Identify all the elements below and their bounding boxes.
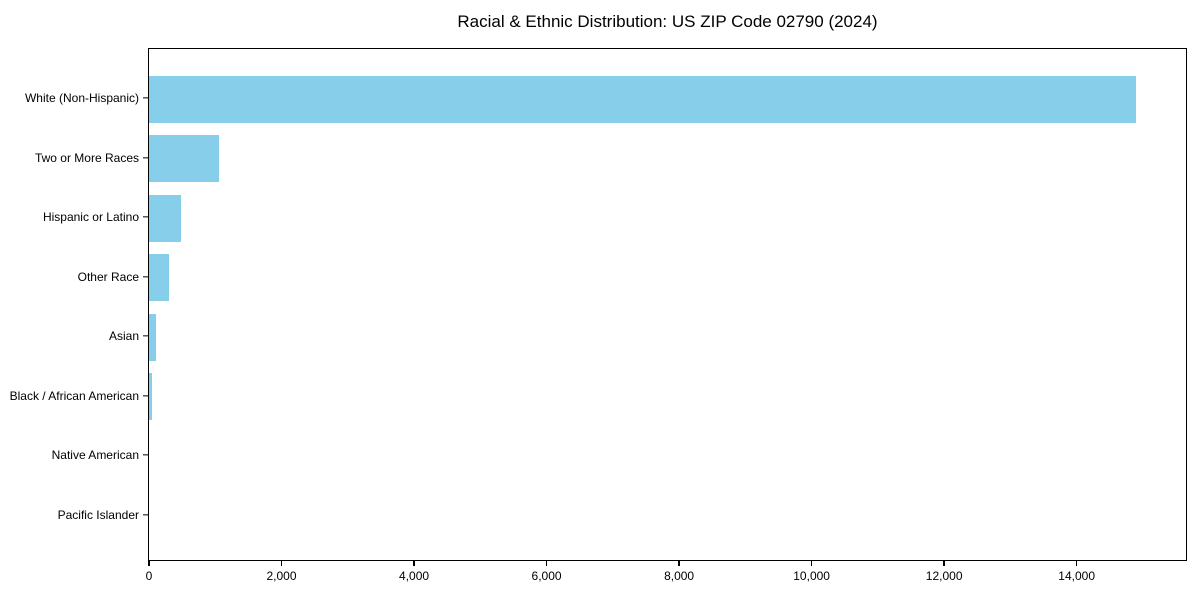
bar-white-non-hispanic — [149, 75, 1137, 123]
y-tick-mark — [143, 454, 148, 456]
x-tick-mark — [943, 561, 945, 566]
x-tick-label-6000: 6,000 — [531, 569, 562, 583]
y-tick-label-hispanic-or-latino: Hispanic or Latino — [42, 210, 139, 224]
y-tick-mark — [143, 275, 148, 278]
y-tick-mark — [143, 156, 148, 159]
x-tick-label-0: 0 — [145, 569, 153, 583]
x-tick-label-14000: 14,000 — [1058, 569, 1096, 583]
bar-other-race — [149, 254, 169, 301]
y-tick-mark — [143, 335, 148, 337]
y-tick-label-native-american: Native American — [51, 448, 139, 462]
x-tick-mark — [810, 561, 813, 566]
y-tick-label-other-race: Other Race — [77, 269, 139, 284]
x-tick-label-8000: 8,000 — [664, 569, 695, 583]
plot-area — [148, 48, 1187, 561]
x-tick-mark — [545, 561, 548, 566]
y-tick-mark — [143, 97, 148, 99]
y-tick-mark — [143, 216, 148, 218]
x-tick-mark — [280, 561, 283, 566]
y-tick-label-black-african-american: Black / African American — [9, 388, 139, 403]
x-tick-label-12000: 12,000 — [925, 569, 963, 583]
y-tick-label-white-non-hispanic: White (Non-Hispanic) — [24, 91, 139, 105]
x-tick-label-2000: 2,000 — [266, 569, 297, 583]
x-tick-label-10000: 10,000 — [793, 569, 830, 583]
bar-black-african-american — [149, 373, 152, 420]
bar-asian — [149, 313, 156, 361]
x-tick-mark — [678, 561, 680, 566]
y-tick-label-pacific-islander: Pacific Islander — [57, 507, 139, 522]
y-tick-mark — [143, 394, 148, 397]
bar-two-or-more-races — [149, 135, 219, 182]
chart-title: Racial & Ethnic Distribution: US ZIP Cod… — [457, 12, 878, 31]
x-tick-mark — [413, 561, 415, 566]
x-tick-mark — [148, 561, 150, 566]
x-tick-mark — [1076, 561, 1078, 566]
bar-hispanic-or-latino — [149, 194, 181, 242]
x-tick-label-4000: 4,000 — [399, 569, 430, 583]
y-tick-mark — [143, 513, 148, 516]
y-tick-label-asian: Asian — [108, 329, 139, 343]
y-tick-label-two-or-more-races: Two or More Races — [34, 150, 139, 165]
